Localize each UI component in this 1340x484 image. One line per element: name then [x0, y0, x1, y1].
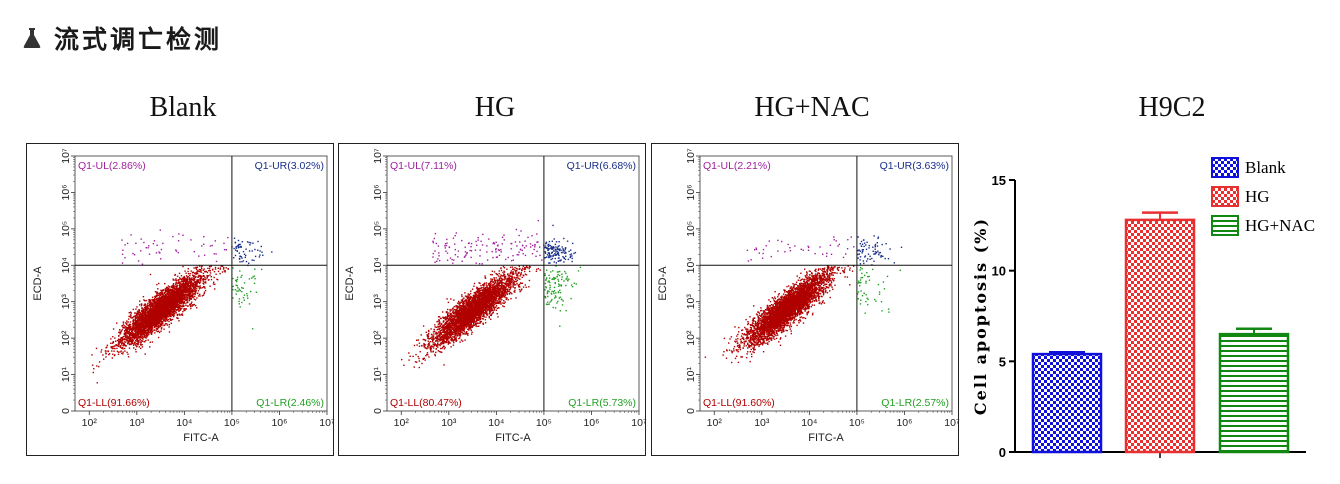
y-tick-label: 10³	[372, 294, 384, 310]
x-tick-label: 10²	[707, 417, 723, 429]
section-header: 流式调亡检测	[22, 18, 222, 58]
y-tick-label: 10²	[685, 330, 697, 346]
y-tick-label: 10⁴	[60, 257, 72, 273]
legend-label: HG+NAC	[1245, 216, 1315, 235]
y-axis-title: Cell apoptosis (%)	[971, 217, 990, 415]
x-tick-label: 10⁴	[801, 417, 817, 429]
y-tick-label: 10⁷	[60, 148, 72, 164]
y-axis-label: ECD-A	[344, 266, 356, 301]
flow-plot-svg: Q1-UL(7.11%) Q1-UR(6.68%) Q1-LL(80.47%) Q1-…	[339, 144, 647, 457]
y-axis-label: ECD-A	[657, 266, 669, 301]
bar-hg-nac	[1220, 334, 1288, 452]
y-tick-label: 10⁵	[60, 221, 72, 237]
quadrant-label-q1-lr: Q1-LR(5.73%)	[568, 397, 636, 409]
event-dots	[91, 229, 272, 383]
x-tick-label: 10⁴	[176, 417, 192, 429]
quadrant-label-q1-ll: Q1-LL(91.60%)	[703, 397, 775, 409]
x-tick-label: 10⁵	[536, 417, 552, 429]
legend-swatch	[1212, 158, 1238, 177]
y-axis-label: ECD-A	[32, 266, 44, 301]
event-dots	[705, 235, 903, 363]
flow-plot-svg: Q1-UL(2.21%) Q1-UR(3.63%) Q1-LL(91.60%) Q1-…	[652, 144, 960, 457]
x-tick-label: 10³	[441, 417, 457, 429]
event-dots	[401, 220, 581, 368]
quadrant-label-q1-ul: Q1-UL(2.86%)	[78, 160, 146, 172]
x-tick-label: 10³	[129, 417, 145, 429]
y-tick-label: 10²	[372, 330, 384, 346]
quadrant-label-q1-ur: Q1-UR(3.63%)	[880, 160, 949, 172]
y-tick-label: 10⁶	[372, 184, 384, 200]
plot-frame	[75, 156, 327, 411]
y-tick-label: 10⁵	[372, 221, 384, 237]
quadrant-label-q1-lr: Q1-LR(2.46%)	[256, 397, 324, 409]
bar-chart-h9c2: 0 5 10 15 Cell apoptosis (%) Blank HG HG+NAC	[960, 140, 1340, 480]
y-tick-label: 0	[685, 408, 697, 414]
x-tick-label: 10²	[394, 417, 410, 429]
y-tick-label: 10⁴	[372, 257, 384, 273]
section-title: 流式调亡检测	[54, 20, 222, 56]
panel-title-hg-nac: HG+NAC	[652, 92, 972, 124]
y-tick-label: 0	[999, 445, 1006, 460]
quadrant-label-q1-lr: Q1-LR(2.57%)	[881, 397, 949, 409]
legend-label: HG	[1245, 187, 1270, 206]
x-tick-label: 10⁷	[944, 417, 960, 429]
panel-title-hg: HG	[335, 92, 655, 124]
x-tick-label: 10⁷	[631, 417, 647, 429]
y-tick-label: 10⁶	[685, 184, 697, 200]
y-tick-label: 10⁷	[685, 148, 697, 164]
flask-icon	[22, 27, 42, 49]
x-tick-label: 10³	[754, 417, 770, 429]
y-tick-label: 15	[992, 173, 1006, 188]
legend-swatch	[1212, 187, 1238, 206]
y-tick-label: 10²	[60, 330, 72, 346]
panel-title-h9c2: H9C2	[1012, 92, 1332, 124]
y-tick-label: 0	[60, 408, 72, 414]
x-tick-label: 10⁵	[224, 417, 240, 429]
y-tick-label: 0	[372, 408, 384, 414]
quadrant-label-q1-ur: Q1-UR(3.02%)	[255, 160, 324, 172]
flow-plot-hg-nac: Q1-UL(2.21%) Q1-UR(3.63%) Q1-LL(91.60%) Q1-…	[651, 143, 959, 456]
x-tick-label: 10⁶	[583, 417, 599, 429]
x-tick-label: 10⁴	[488, 417, 504, 429]
y-tick-label: 10⁷	[372, 148, 384, 164]
quadrant-label-q1-ll: Q1-LL(80.47%)	[390, 397, 462, 409]
y-tick-label: 10⁶	[60, 184, 72, 200]
y-tick-label: 10¹	[372, 366, 384, 382]
flow-plot-blank: Q1-UL(2.86%) Q1-UR(3.02%) Q1-LL(91.66%) Q1-…	[26, 143, 334, 456]
x-tick-label: 10⁶	[896, 417, 912, 429]
quadrant-label-q1-ul: Q1-UL(2.21%)	[703, 160, 771, 172]
quadrant-label-q1-ul: Q1-UL(7.11%)	[390, 160, 457, 172]
y-tick-label: 10⁴	[685, 257, 697, 273]
x-tick-label: 10²	[82, 417, 98, 429]
quadrant-label-q1-ur: Q1-UR(6.68%)	[567, 160, 636, 172]
y-tick-label: 10¹	[60, 366, 72, 382]
bar-chart-svg: 0 5 10 15 Cell apoptosis (%) Blank HG HG+NAC	[960, 140, 1340, 480]
flow-plot-svg: Q1-UL(2.86%) Q1-UR(3.02%) Q1-LL(91.66%) Q1-…	[27, 144, 335, 457]
x-tick-label: 10⁶	[271, 417, 287, 429]
y-tick-label: 10⁵	[685, 221, 697, 237]
quadrant-label-q1-ll: Q1-LL(91.66%)	[78, 397, 150, 409]
y-tick-label: 10	[992, 264, 1006, 279]
x-axis-label: FITC-A	[183, 432, 219, 444]
panel-title-blank: Blank	[23, 92, 343, 124]
flow-plot-hg: Q1-UL(7.11%) Q1-UR(6.68%) Q1-LL(80.47%) Q1-…	[338, 143, 646, 456]
legend-label: Blank	[1245, 158, 1286, 177]
y-tick-label: 10³	[60, 294, 72, 310]
legend-swatch	[1212, 216, 1238, 235]
x-tick-label: 10⁵	[849, 417, 865, 429]
y-tick-label: 10¹	[685, 366, 697, 382]
x-axis-label: FITC-A	[495, 432, 531, 444]
y-tick-label: 10³	[685, 294, 697, 310]
bar-blank	[1033, 354, 1101, 452]
x-axis-label: FITC-A	[808, 432, 844, 444]
y-tick-label: 5	[999, 354, 1006, 369]
bar-hg	[1126, 220, 1194, 452]
x-tick-label: 10⁷	[319, 417, 335, 429]
